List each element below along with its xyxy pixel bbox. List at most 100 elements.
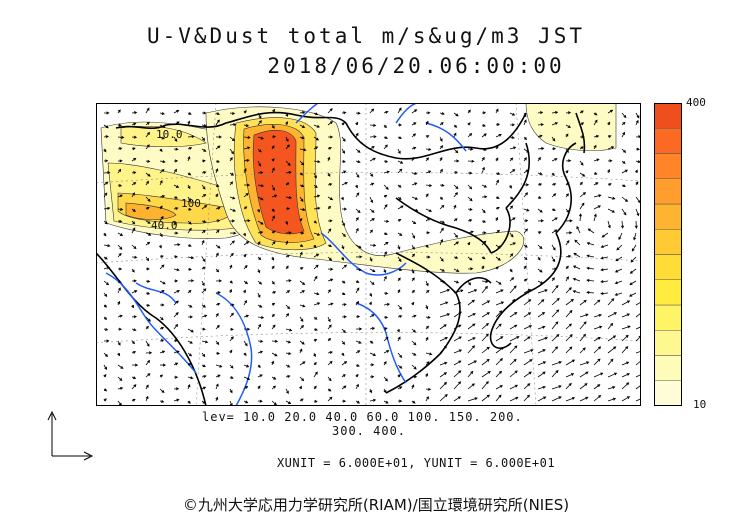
wind-arrow xyxy=(327,302,334,306)
wind-arrow xyxy=(201,364,206,368)
wind-arrow xyxy=(509,123,516,127)
wind-arrow xyxy=(411,133,417,138)
wind-arrow xyxy=(341,159,346,163)
wind-arrow xyxy=(607,208,616,213)
wind-arrow xyxy=(313,264,319,270)
wind-arrow xyxy=(257,196,264,201)
wind-arrow xyxy=(551,321,559,330)
wind-arrow xyxy=(621,112,627,119)
wind-arrow xyxy=(159,232,163,238)
wind-arrow xyxy=(467,122,471,126)
wind-arrow xyxy=(215,135,222,139)
wind-arrow xyxy=(117,267,123,271)
wind-arrow xyxy=(481,381,489,390)
wind-arrow xyxy=(369,196,374,204)
wind-arrow xyxy=(257,160,262,167)
wind-arrow xyxy=(341,181,348,186)
wind-arrow xyxy=(593,313,602,318)
wind-arrow xyxy=(621,382,630,390)
wind-arrow xyxy=(145,303,151,307)
wind-arrow xyxy=(229,364,234,369)
wind-arrow xyxy=(103,388,108,392)
wind-arrow xyxy=(369,218,375,222)
wind-arrow xyxy=(215,145,221,150)
wind-arrow xyxy=(481,394,491,402)
wind-arrow xyxy=(187,363,192,366)
wind-arrow xyxy=(299,304,306,308)
wind-arrow xyxy=(355,111,361,115)
wind-arrow xyxy=(383,136,388,139)
wind-arrow xyxy=(565,309,573,318)
wind-arrow xyxy=(257,399,263,403)
wind-arrow xyxy=(383,219,390,223)
wind-arrow xyxy=(257,256,262,261)
wind-arrow xyxy=(229,349,233,354)
wind-arrow xyxy=(635,208,640,217)
wind-arrow xyxy=(285,340,292,344)
wind-arrow xyxy=(327,228,332,234)
wind-arrow xyxy=(586,278,595,282)
wind-arrow xyxy=(117,194,123,198)
wind-arrow xyxy=(299,148,307,152)
wind-arrow xyxy=(579,313,589,318)
wind-arrow xyxy=(628,292,637,297)
contour-label-100: 100 xyxy=(181,197,201,210)
wind-arrow xyxy=(243,123,250,128)
wind-arrow xyxy=(229,231,237,235)
wind-arrow xyxy=(229,111,236,115)
wind-arrow xyxy=(621,131,625,138)
wind-arrow xyxy=(481,300,491,306)
wind-arrow xyxy=(579,160,584,166)
wind-arrow xyxy=(341,111,347,115)
wind-arrow xyxy=(565,208,570,214)
wind-arrow xyxy=(313,220,317,224)
wind-arrow xyxy=(299,316,304,322)
wind-arrow xyxy=(523,136,528,141)
wind-arrow xyxy=(537,183,543,187)
wind-arrow xyxy=(565,254,572,258)
wind-arrow xyxy=(187,120,191,126)
wind-arrow xyxy=(565,182,570,186)
wind-arrow xyxy=(453,184,459,190)
wind-arrow xyxy=(313,194,321,198)
wind-arrow xyxy=(607,168,611,174)
wind-arrow xyxy=(145,279,151,283)
wind-arrow xyxy=(201,184,206,190)
wind-arrow xyxy=(635,300,641,306)
wind-arrow xyxy=(299,208,306,212)
wind-arrow xyxy=(614,292,623,296)
wind-arrow xyxy=(586,290,595,295)
wind-arrow xyxy=(576,225,581,234)
wind-arrow xyxy=(453,360,462,366)
wind-arrow xyxy=(551,333,560,342)
wind-arrow xyxy=(453,159,460,163)
wind-arrow xyxy=(411,156,415,162)
wind-arrow xyxy=(635,311,641,318)
wind-arrow xyxy=(243,400,249,404)
wind-arrow xyxy=(341,340,346,345)
wind-arrow xyxy=(411,364,417,370)
wind-arrow xyxy=(117,340,121,346)
wind-arrow xyxy=(117,168,122,174)
wind-arrow xyxy=(131,244,137,250)
wind-arrow xyxy=(159,264,165,270)
wind-arrow xyxy=(229,136,236,142)
wind-arrow xyxy=(551,172,555,177)
wind-arrow xyxy=(629,280,637,286)
wind-arrow xyxy=(579,321,587,330)
wind-arrow xyxy=(285,160,291,166)
wind-arrow xyxy=(593,205,602,210)
wind-arrow xyxy=(453,396,462,402)
wind-arrow xyxy=(103,327,109,331)
wind-arrow xyxy=(103,220,108,225)
wind-arrow xyxy=(397,289,401,294)
wind-arrow xyxy=(173,136,178,142)
wind-arrow xyxy=(103,171,111,175)
wind-arrow xyxy=(229,303,235,307)
wind-arrow xyxy=(159,148,163,152)
wind-arrow xyxy=(103,266,111,270)
wind-arrow xyxy=(187,244,192,247)
wind-arrow xyxy=(397,268,403,272)
wind-arrow xyxy=(271,291,277,294)
wind-arrow xyxy=(383,291,389,295)
